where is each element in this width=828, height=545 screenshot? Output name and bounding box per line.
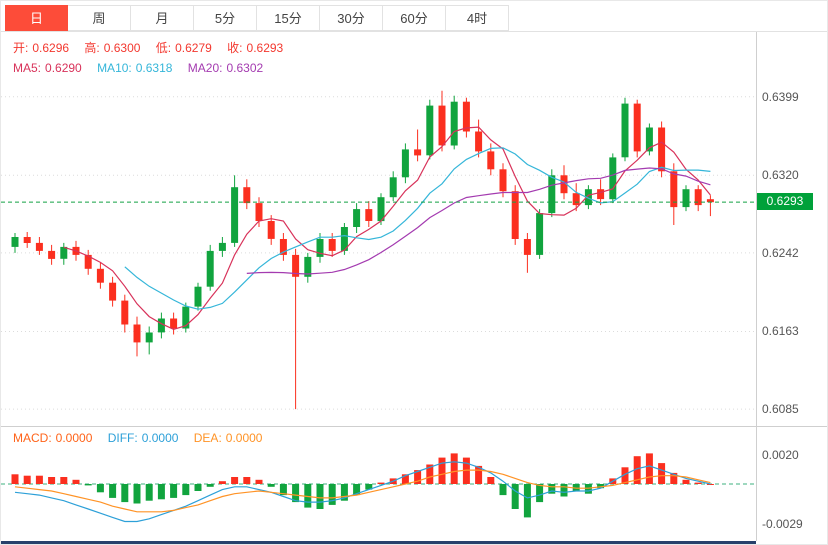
candlestick-chart[interactable]: [1, 33, 756, 426]
current-price-tag: 0.6293: [757, 193, 813, 210]
ma5-value: 0.6290: [45, 61, 82, 75]
diff-value: 0.0000: [141, 431, 179, 445]
price-axis: [756, 32, 827, 541]
high-label: 高:: [84, 41, 100, 55]
macd-chart[interactable]: [1, 427, 756, 541]
close-value: 0.6293: [246, 41, 284, 55]
price-axis-label: 0.6320: [762, 168, 799, 182]
low-label: 低:: [155, 41, 172, 55]
macd-axis-label: 0.0020: [762, 448, 799, 462]
tab-month[interactable]: 月: [131, 5, 194, 31]
open-label: 开:: [13, 41, 29, 55]
price-axis-label: 0.6085: [762, 402, 799, 416]
ma5-label: MA5:: [13, 61, 42, 75]
timeframe-tabs: 日 周 月 5分 15分 30分 60分 4时: [1, 1, 827, 32]
open-value: 0.6296: [32, 41, 70, 55]
ohlc-legend: 开: 0.6296 高: 0.6300 低: 0.6279 收: 0.6293: [13, 39, 295, 56]
ma-legend: MA5: 0.6290 MA10: 0.6318 MA20: 0.6302: [13, 61, 275, 75]
macd-label: MACD:: [13, 431, 52, 445]
diff-label: DIFF:: [107, 431, 138, 445]
panel-divider: [1, 426, 827, 427]
tab-15min[interactable]: 15分: [257, 5, 320, 31]
time-axis-strip: [1, 541, 756, 544]
close-label: 收:: [227, 41, 243, 55]
dea-label: DEA:: [193, 431, 222, 445]
tab-30min[interactable]: 30分: [320, 5, 383, 31]
tab-week[interactable]: 周: [68, 5, 131, 31]
macd-legend: MACD: 0.0000 DIFF: 0.0000 DEA: 0.0000: [13, 431, 274, 445]
macd-axis-label: -0.0029: [762, 517, 803, 531]
dea-value: 0.0000: [225, 431, 263, 445]
price-axis-label: 0.6242: [762, 246, 799, 260]
high-value: 0.6300: [103, 41, 141, 55]
tab-60min[interactable]: 60分: [383, 5, 446, 31]
tab-day[interactable]: 日: [5, 5, 68, 31]
ma10-label: MA10:: [97, 61, 132, 75]
low-value: 0.6279: [175, 41, 212, 55]
price-axis-label: 0.6399: [762, 90, 799, 104]
ma20-value: 0.6302: [226, 61, 264, 75]
price-axis-label: 0.6163: [762, 324, 799, 338]
tab-5min[interactable]: 5分: [194, 5, 257, 31]
ma10-value: 0.6318: [135, 61, 173, 75]
macd-value: 0.0000: [55, 431, 93, 445]
tab-4hour[interactable]: 4时: [446, 5, 509, 31]
ma20-label: MA20:: [187, 61, 223, 75]
